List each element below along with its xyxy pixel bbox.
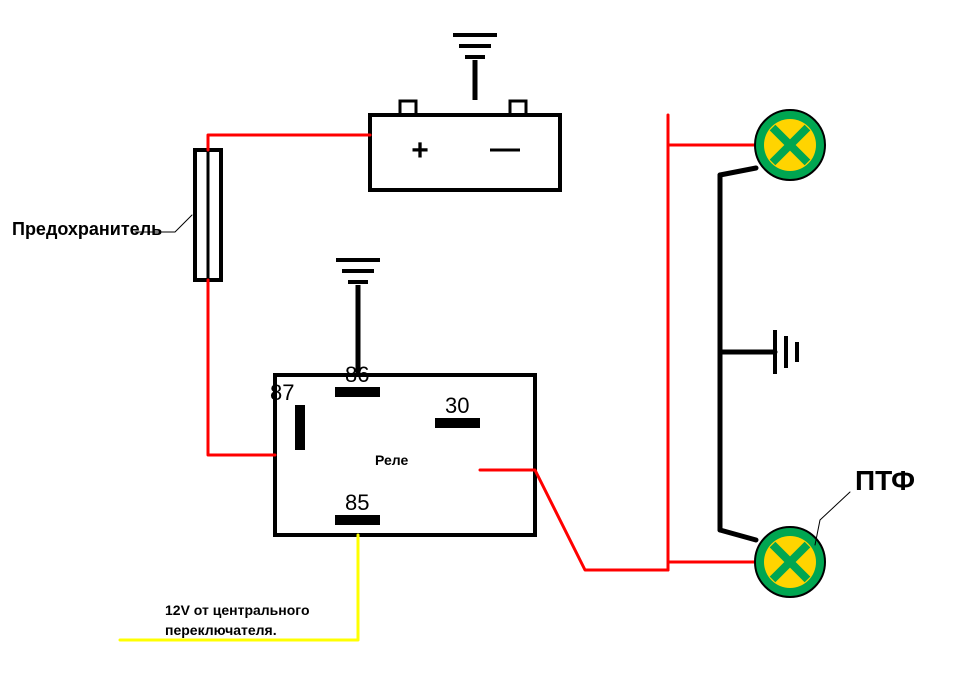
ptf-label: ПТФ <box>855 465 915 496</box>
relay-terminal-t86 <box>335 387 380 397</box>
relay-t30-label: 30 <box>445 393 469 418</box>
relay-terminal-t30 <box>435 418 480 428</box>
canvas-bg <box>0 0 960 693</box>
battery-minus: — <box>490 132 520 165</box>
relay-label: Реле <box>375 452 408 468</box>
relay-terminal-t85 <box>335 515 380 525</box>
switch-note-l1: 12V от центрального <box>165 602 310 618</box>
relay-t85-label: 85 <box>345 490 369 515</box>
fuse-label: Предохранитель <box>12 219 162 239</box>
battery-plus: + <box>411 134 429 167</box>
switch-note-l2: переключателя. <box>165 622 277 638</box>
relay-terminal-t87 <box>295 405 305 450</box>
relay-t87-label: 87 <box>270 380 294 405</box>
